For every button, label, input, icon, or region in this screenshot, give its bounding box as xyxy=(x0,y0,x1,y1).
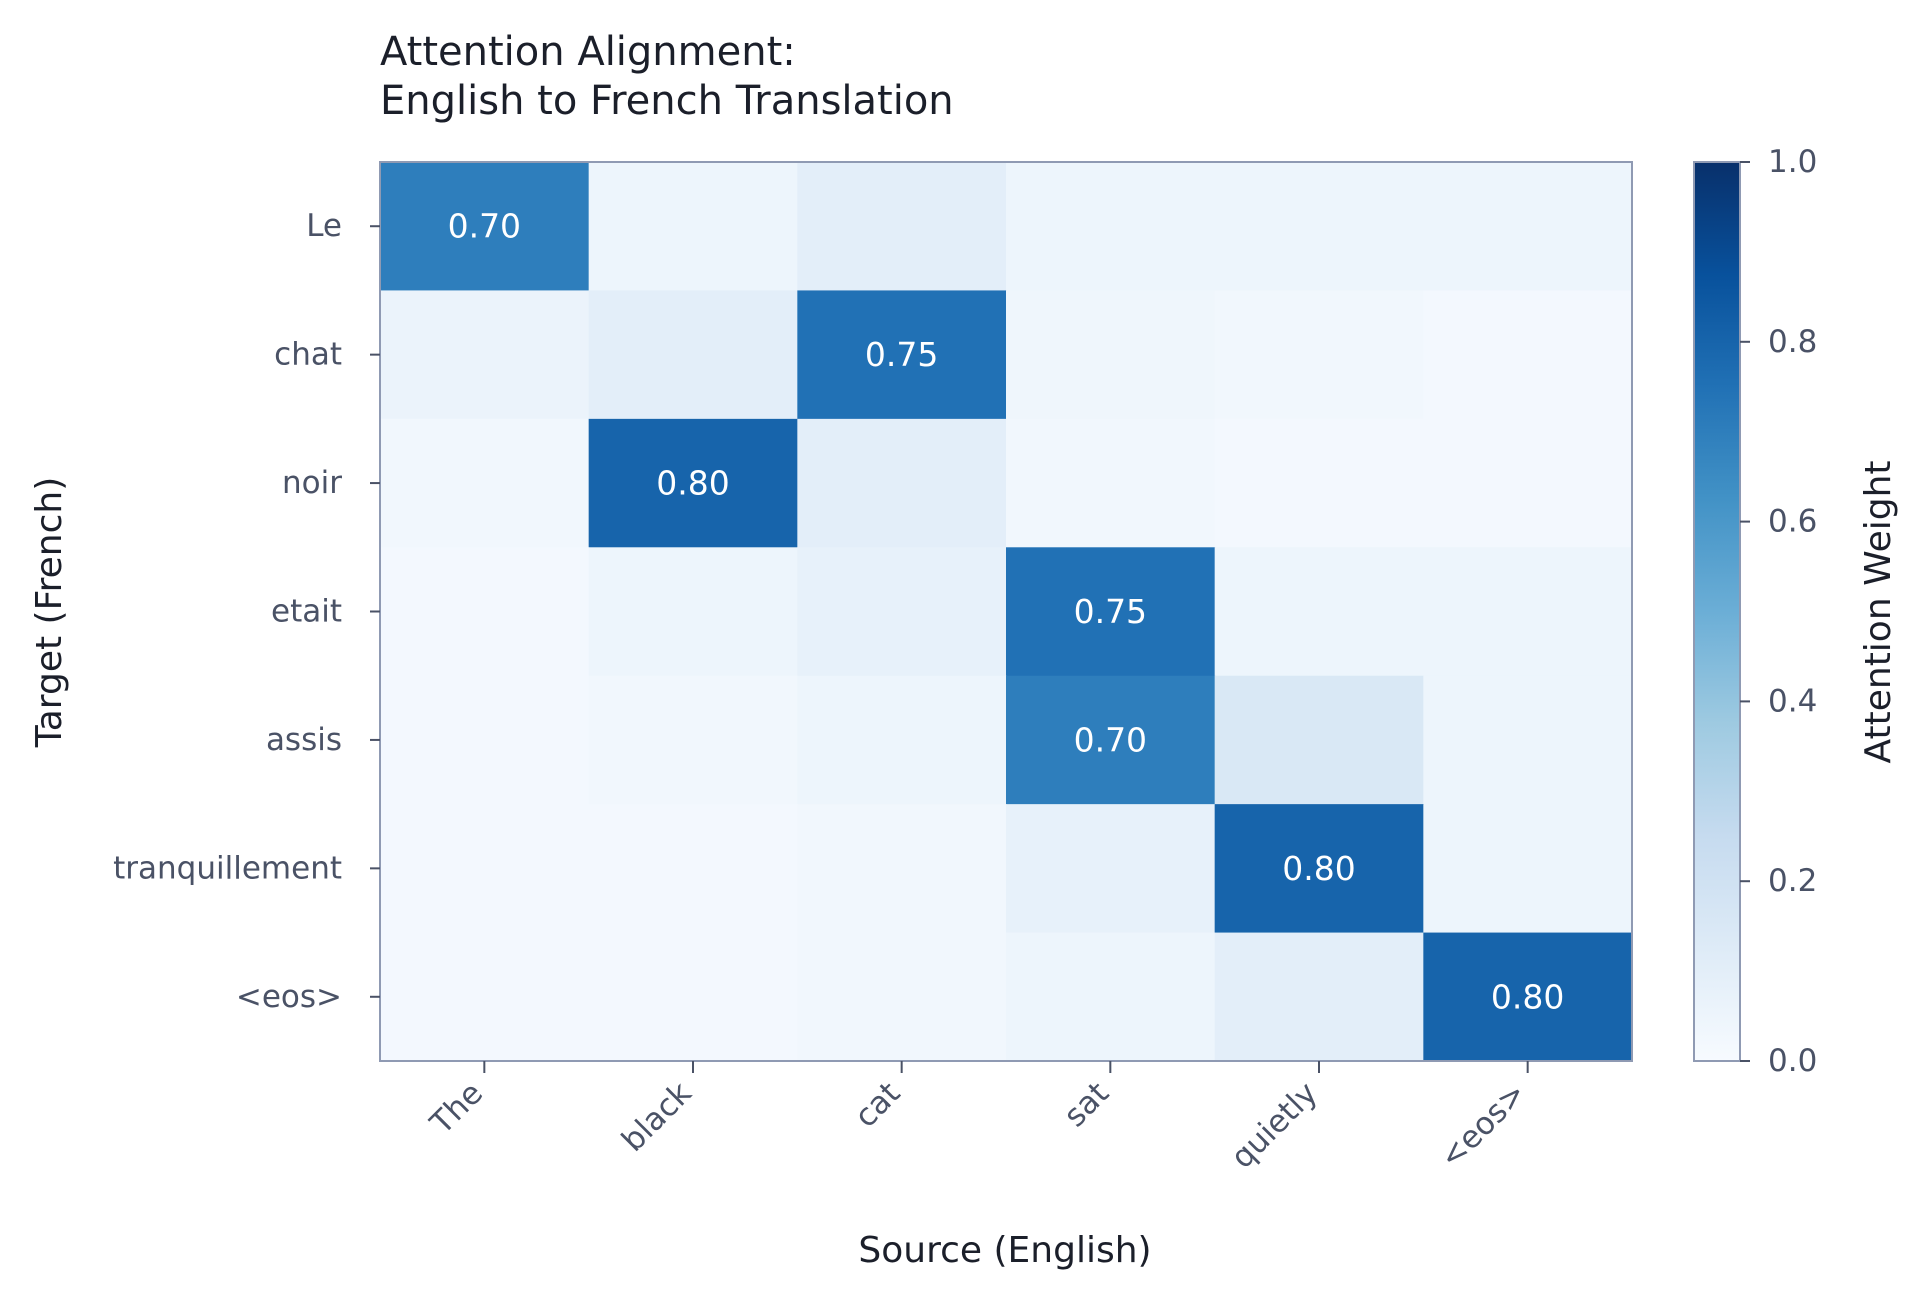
heatmap-cell xyxy=(380,418,590,548)
heatmap-cell xyxy=(380,547,590,677)
heatmap-cell xyxy=(797,804,1007,934)
x-tick-label: sat xyxy=(1057,1075,1116,1134)
heatmap-cell xyxy=(797,932,1007,1062)
heatmap-cell xyxy=(588,675,798,805)
heatmap-cell xyxy=(1214,290,1424,420)
y-tick-label: assis xyxy=(266,722,342,758)
heatmap-cell xyxy=(588,804,798,934)
heatmap-cell xyxy=(380,290,590,420)
heatmap-cell xyxy=(797,418,1007,548)
y-tick-label: noir xyxy=(282,465,342,501)
cell-value-label: 0.70 xyxy=(1074,720,1147,759)
chart-title-line-2: English to French Translation xyxy=(380,78,954,124)
heatmap-cell xyxy=(1423,675,1633,805)
heatmap-cell-labels: 0.70 0.75 0.80 0.75 0.70 0.80 0.80 xyxy=(448,207,1565,1017)
colorbar-tick-label: 0.4 xyxy=(1768,683,1817,719)
cell-value-label: 0.75 xyxy=(1074,592,1147,631)
heatmap-cell xyxy=(1423,418,1633,548)
heatmap-cell xyxy=(1423,932,1633,1062)
colorbar-ticks: 0.0 0.2 0.4 0.6 0.8 1.0 xyxy=(1740,144,1817,1079)
heatmap-cell xyxy=(1423,162,1633,292)
cell-value-label: 0.70 xyxy=(448,207,521,246)
heatmap-cell xyxy=(1006,547,1216,677)
colorbar-tick-label: 1.0 xyxy=(1768,144,1817,180)
heatmap-cell xyxy=(380,162,590,292)
heatmap-cell xyxy=(588,418,798,548)
colorbar-gradient xyxy=(1693,161,1741,1062)
colorbar: 0.0 0.2 0.4 0.6 0.8 1.0 Attention Weight xyxy=(1693,144,1899,1079)
heatmap-cell xyxy=(797,290,1007,420)
x-tick-label: cat xyxy=(848,1075,908,1135)
heatmap-cell xyxy=(1214,418,1424,548)
heatmap-cell xyxy=(588,162,798,292)
cell-value-label: 0.80 xyxy=(656,464,729,503)
y-tick-label: etait xyxy=(271,594,342,630)
heatmap-cell xyxy=(1423,547,1633,677)
heatmap-cell xyxy=(1006,804,1216,934)
y-axis-label: Target (French) xyxy=(29,477,70,749)
x-tick-label: quietly xyxy=(1224,1075,1324,1175)
x-axis-ticks: The black cat sat quietly <eos> xyxy=(423,1061,1533,1176)
heatmap-cell xyxy=(380,675,590,805)
y-axis-ticks: Le chat noir etait assis tranquillement <eos> xyxy=(113,208,380,1015)
cell-value-label: 0.75 xyxy=(865,335,938,374)
colorbar-label: Attention Weight xyxy=(1858,460,1899,763)
y-tick-label: Le xyxy=(306,208,342,244)
heatmap-cell xyxy=(588,290,798,420)
heatmap-cell xyxy=(1214,675,1424,805)
heatmap-cells xyxy=(380,162,1633,1062)
heatmap-cell xyxy=(1214,932,1424,1062)
heatmap-cell xyxy=(588,932,798,1062)
colorbar-tick-label: 0.2 xyxy=(1768,863,1817,899)
heatmap-cell xyxy=(1006,162,1216,292)
x-tick-label: black xyxy=(615,1075,699,1159)
heatmap-cell xyxy=(380,804,590,934)
heatmap-cell xyxy=(588,547,798,677)
heatmap-cell xyxy=(380,932,590,1062)
cell-value-label: 0.80 xyxy=(1491,977,1564,1016)
heatmap-cell xyxy=(1214,804,1424,934)
y-tick-label: tranquillement xyxy=(113,850,342,886)
heatmap-cell xyxy=(1214,162,1424,292)
y-tick-label: <eos> xyxy=(236,979,342,1015)
chart-title-line-1: Attention Alignment: xyxy=(380,29,796,75)
heatmap-cell xyxy=(1006,932,1216,1062)
x-tick-label: The xyxy=(423,1075,490,1142)
heatmap-cell xyxy=(797,675,1007,805)
cell-value-label: 0.80 xyxy=(1282,849,1355,888)
heatmap-cell xyxy=(1006,675,1216,805)
heatmap-cell xyxy=(1214,547,1424,677)
y-tick-label: chat xyxy=(274,337,342,373)
heatmap-cell xyxy=(1423,290,1633,420)
colorbar-tick-label: 0.6 xyxy=(1768,504,1817,540)
colorbar-tick-label: 0.0 xyxy=(1768,1043,1817,1079)
heatmap-cell xyxy=(1006,418,1216,548)
heatmap-cell xyxy=(797,547,1007,677)
colorbar-tick-label: 0.8 xyxy=(1768,324,1817,360)
chart-title: Attention Alignment: English to French T… xyxy=(380,29,954,124)
x-tick-label: <eos> xyxy=(1433,1075,1534,1176)
heatmap-cell xyxy=(1006,290,1216,420)
heatmap-cell xyxy=(797,162,1007,292)
heatmap-cell xyxy=(1423,804,1633,934)
x-axis-label: Source (English) xyxy=(858,1230,1151,1271)
